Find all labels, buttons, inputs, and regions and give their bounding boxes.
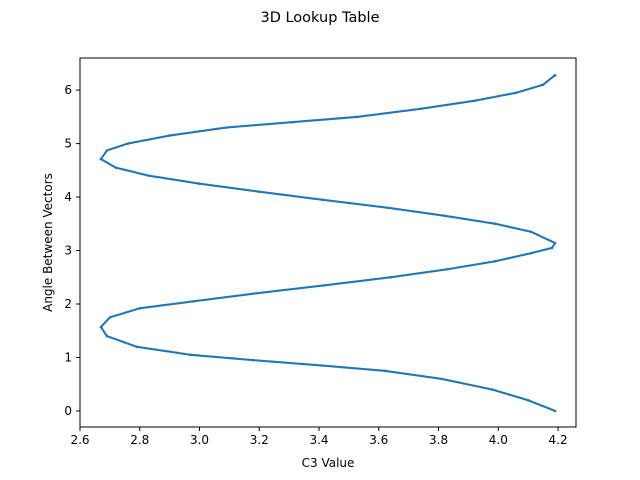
data-point [513, 91, 516, 95]
x-tick-label: 2.6 [70, 433, 89, 447]
plot-frame [79, 57, 577, 428]
y-tick-label: 4 [64, 190, 72, 204]
data-point [253, 292, 256, 295]
data-point [137, 345, 140, 349]
data-point [190, 353, 194, 357]
data-point [100, 327, 103, 330]
x-tick-label: 3.2 [250, 433, 269, 447]
x-tick-label: 2.8 [130, 433, 149, 447]
data-point [552, 74, 556, 78]
data-point [149, 174, 152, 178]
plot-area [79, 57, 577, 428]
data-point [552, 243, 556, 246]
y-tick-label: 6 [64, 83, 72, 97]
y-tick-label: 2 [64, 297, 72, 311]
data-point [322, 284, 325, 287]
data-point [388, 276, 391, 279]
y-tick-label: 0 [64, 404, 72, 418]
data-point [388, 206, 391, 210]
chart-title: 3D Lookup Table [260, 10, 379, 26]
data-point [495, 222, 498, 226]
data-point [253, 359, 256, 362]
data-point [116, 166, 119, 170]
y-tick-label: 1 [64, 350, 72, 364]
data-point [471, 99, 475, 103]
x-axis-label: C3 Value [302, 456, 355, 470]
data-point [107, 317, 110, 320]
x-tick-label: 3.6 [369, 433, 388, 447]
data-point [223, 126, 227, 129]
y-axis-ticks: 0 1 2 3 4 5 6 [64, 83, 80, 418]
data-point [190, 300, 194, 303]
data-point [199, 182, 203, 186]
x-tick-label: 3.0 [190, 433, 209, 447]
x-tick-label: 4.0 [489, 433, 508, 447]
data-point [355, 115, 358, 119]
data-point [540, 84, 543, 87]
y-tick-label: 5 [64, 137, 72, 151]
data-point [441, 378, 445, 381]
data-point [492, 388, 495, 392]
data-series [99, 73, 557, 413]
data-point [125, 142, 128, 146]
data-point [528, 252, 531, 255]
data-point [549, 247, 552, 250]
data-point [322, 364, 325, 367]
data-point [528, 399, 531, 402]
data-point [166, 134, 170, 137]
data-point [259, 190, 262, 194]
x-tick-label: 3.8 [429, 433, 448, 447]
data-point [385, 369, 388, 373]
data-point [444, 214, 448, 218]
x-tick-label: 4.2 [549, 433, 568, 447]
y-axis-label: Angle Between Vectors [41, 173, 55, 312]
data-point [104, 150, 108, 154]
x-axis-ticks: 2.6 2.8 3.0 3.2 3.4 3.6 3.8 4.0 4.2 [70, 427, 568, 447]
data-point [444, 268, 448, 271]
data-point [101, 158, 104, 162]
data-point [289, 121, 292, 124]
y-tick-label: 3 [64, 244, 72, 258]
data-point [417, 107, 421, 111]
data-point [492, 260, 495, 263]
data-point [107, 335, 110, 338]
x-tick-label: 3.4 [309, 433, 328, 447]
data-point [137, 307, 140, 310]
data-point [531, 231, 534, 234]
data-point [322, 198, 325, 202]
